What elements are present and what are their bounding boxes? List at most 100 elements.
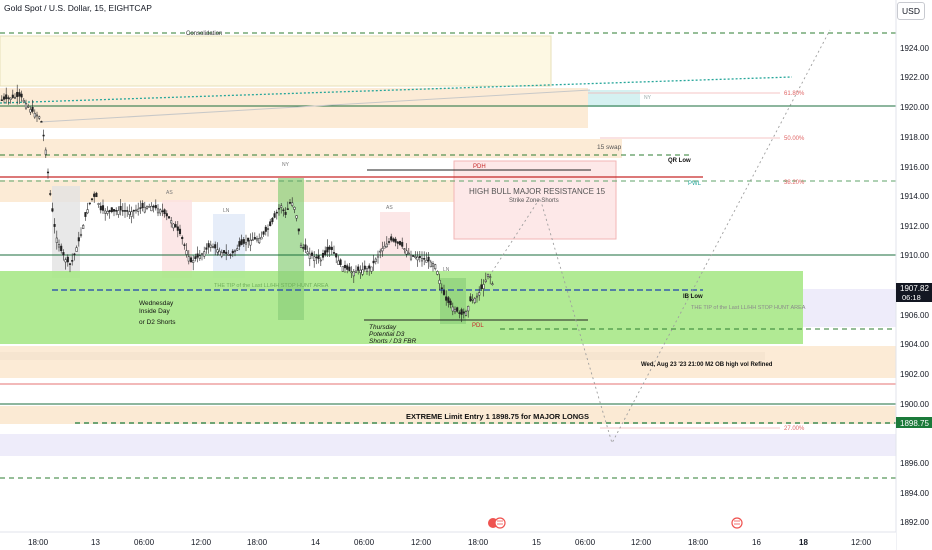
candle-body	[255, 238, 259, 241]
time-tick: 18:00	[688, 538, 709, 547]
strike-zone-label: Strike Zone Shorts	[509, 198, 559, 204]
candle-body	[440, 287, 443, 289]
session-as-label: AS	[166, 190, 173, 196]
tip-label-right: THE TIP of the Last LL/HH STOP HUNT AREA	[691, 305, 806, 311]
candle-body	[299, 244, 303, 248]
candle-body	[64, 259, 67, 263]
candle-body	[165, 213, 168, 217]
candle-body	[207, 243, 210, 248]
thursday-line1: Thursday	[369, 324, 397, 331]
candle-body	[11, 94, 14, 98]
candle-body	[357, 266, 360, 271]
candle-body	[456, 307, 459, 312]
candle-body	[231, 250, 234, 254]
candle-body	[286, 208, 289, 210]
candle-body	[187, 256, 190, 262]
candle-body	[317, 255, 320, 260]
candle-body	[247, 237, 250, 242]
candle-body	[134, 209, 138, 212]
price-tick: 1904.00	[900, 340, 929, 349]
candle-body	[77, 237, 80, 242]
candle-body	[192, 260, 195, 263]
time-axis-bg	[0, 532, 896, 550]
resistance-box	[453, 160, 617, 240]
candle-body	[381, 248, 384, 252]
candle-body	[38, 116, 41, 119]
candle-body	[471, 299, 474, 301]
candle-body	[198, 255, 201, 259]
candle-body	[220, 252, 223, 257]
candle-body	[145, 206, 149, 209]
earnings-flag-icon[interactable]	[731, 517, 743, 529]
time-tick: 12:00	[191, 538, 212, 547]
tip-label-left: THE TIP of the Last LL/HH STOP HUNT AREA	[214, 283, 329, 289]
candle-body	[115, 210, 118, 212]
candle-body	[18, 92, 21, 97]
session-ln-label: LN	[223, 208, 230, 214]
time-tick: 13	[91, 538, 100, 547]
candle-body	[104, 210, 107, 214]
candle-body	[167, 216, 171, 219]
candle-body	[284, 211, 287, 215]
candle-body	[123, 210, 127, 212]
candle-body	[185, 250, 188, 255]
candle-body	[392, 238, 395, 242]
candle-body	[412, 255, 415, 257]
session-ny-small-label: NY	[644, 95, 652, 101]
candle-body	[214, 244, 217, 249]
candle-body	[236, 248, 239, 251]
candle-body	[282, 209, 285, 212]
currency-button[interactable]: USD	[897, 2, 925, 20]
candle-body	[143, 206, 146, 213]
candle-body	[152, 205, 155, 208]
candle-body	[86, 209, 89, 214]
pwl-label: PWL	[688, 181, 702, 187]
candle-body	[150, 205, 153, 212]
pdh-label: PDH	[473, 164, 486, 170]
candle-body	[205, 247, 208, 250]
candle-body	[350, 271, 353, 274]
candle-body	[423, 258, 426, 260]
candle-body	[376, 254, 380, 258]
candle-body	[269, 221, 272, 227]
candle-body	[97, 203, 100, 205]
candle-body	[321, 253, 325, 258]
candle-body	[275, 211, 278, 214]
wednesday-line2: Inside Day	[139, 308, 170, 315]
ob-note-label: Wed, Aug 23 '23 21:00 M2 OB high vol Ref…	[641, 362, 773, 368]
price-tick: 1914.00	[900, 192, 929, 201]
time-tick: 06:00	[354, 538, 375, 547]
candle-body	[251, 239, 254, 241]
wednesday-line1: Wednesday	[139, 300, 174, 307]
time-tick: 15	[532, 538, 541, 547]
supply-zone-mid	[0, 139, 622, 158]
candle-body	[387, 241, 391, 243]
candle-body	[240, 239, 243, 245]
candle-body	[119, 205, 122, 211]
candle-body	[159, 209, 162, 214]
candle-body	[335, 253, 338, 258]
candle-body	[31, 106, 34, 112]
thursday-line2: Potential D3	[369, 331, 405, 338]
candle-body	[141, 202, 144, 208]
time-tick: 18:00	[28, 538, 49, 547]
candle-body	[75, 247, 78, 252]
ib-green-zone	[0, 271, 803, 344]
candle-body	[95, 192, 98, 198]
candle-body	[148, 206, 151, 208]
candle-body	[216, 249, 219, 253]
session-gray-box	[52, 186, 80, 278]
candle-body	[332, 252, 336, 254]
price-tick: 1906.00	[900, 311, 929, 320]
time-tick: 06:00	[134, 538, 155, 547]
candle-body	[33, 112, 36, 118]
candle-body	[57, 244, 61, 248]
candle-body	[273, 213, 276, 218]
earnings-flag-icon[interactable]	[488, 517, 506, 529]
candle-body	[55, 237, 58, 243]
time-tick: 18:00	[468, 538, 489, 547]
candle-body	[161, 210, 164, 213]
candle-body	[130, 211, 133, 217]
swap-label: 15 swap	[597, 144, 622, 151]
